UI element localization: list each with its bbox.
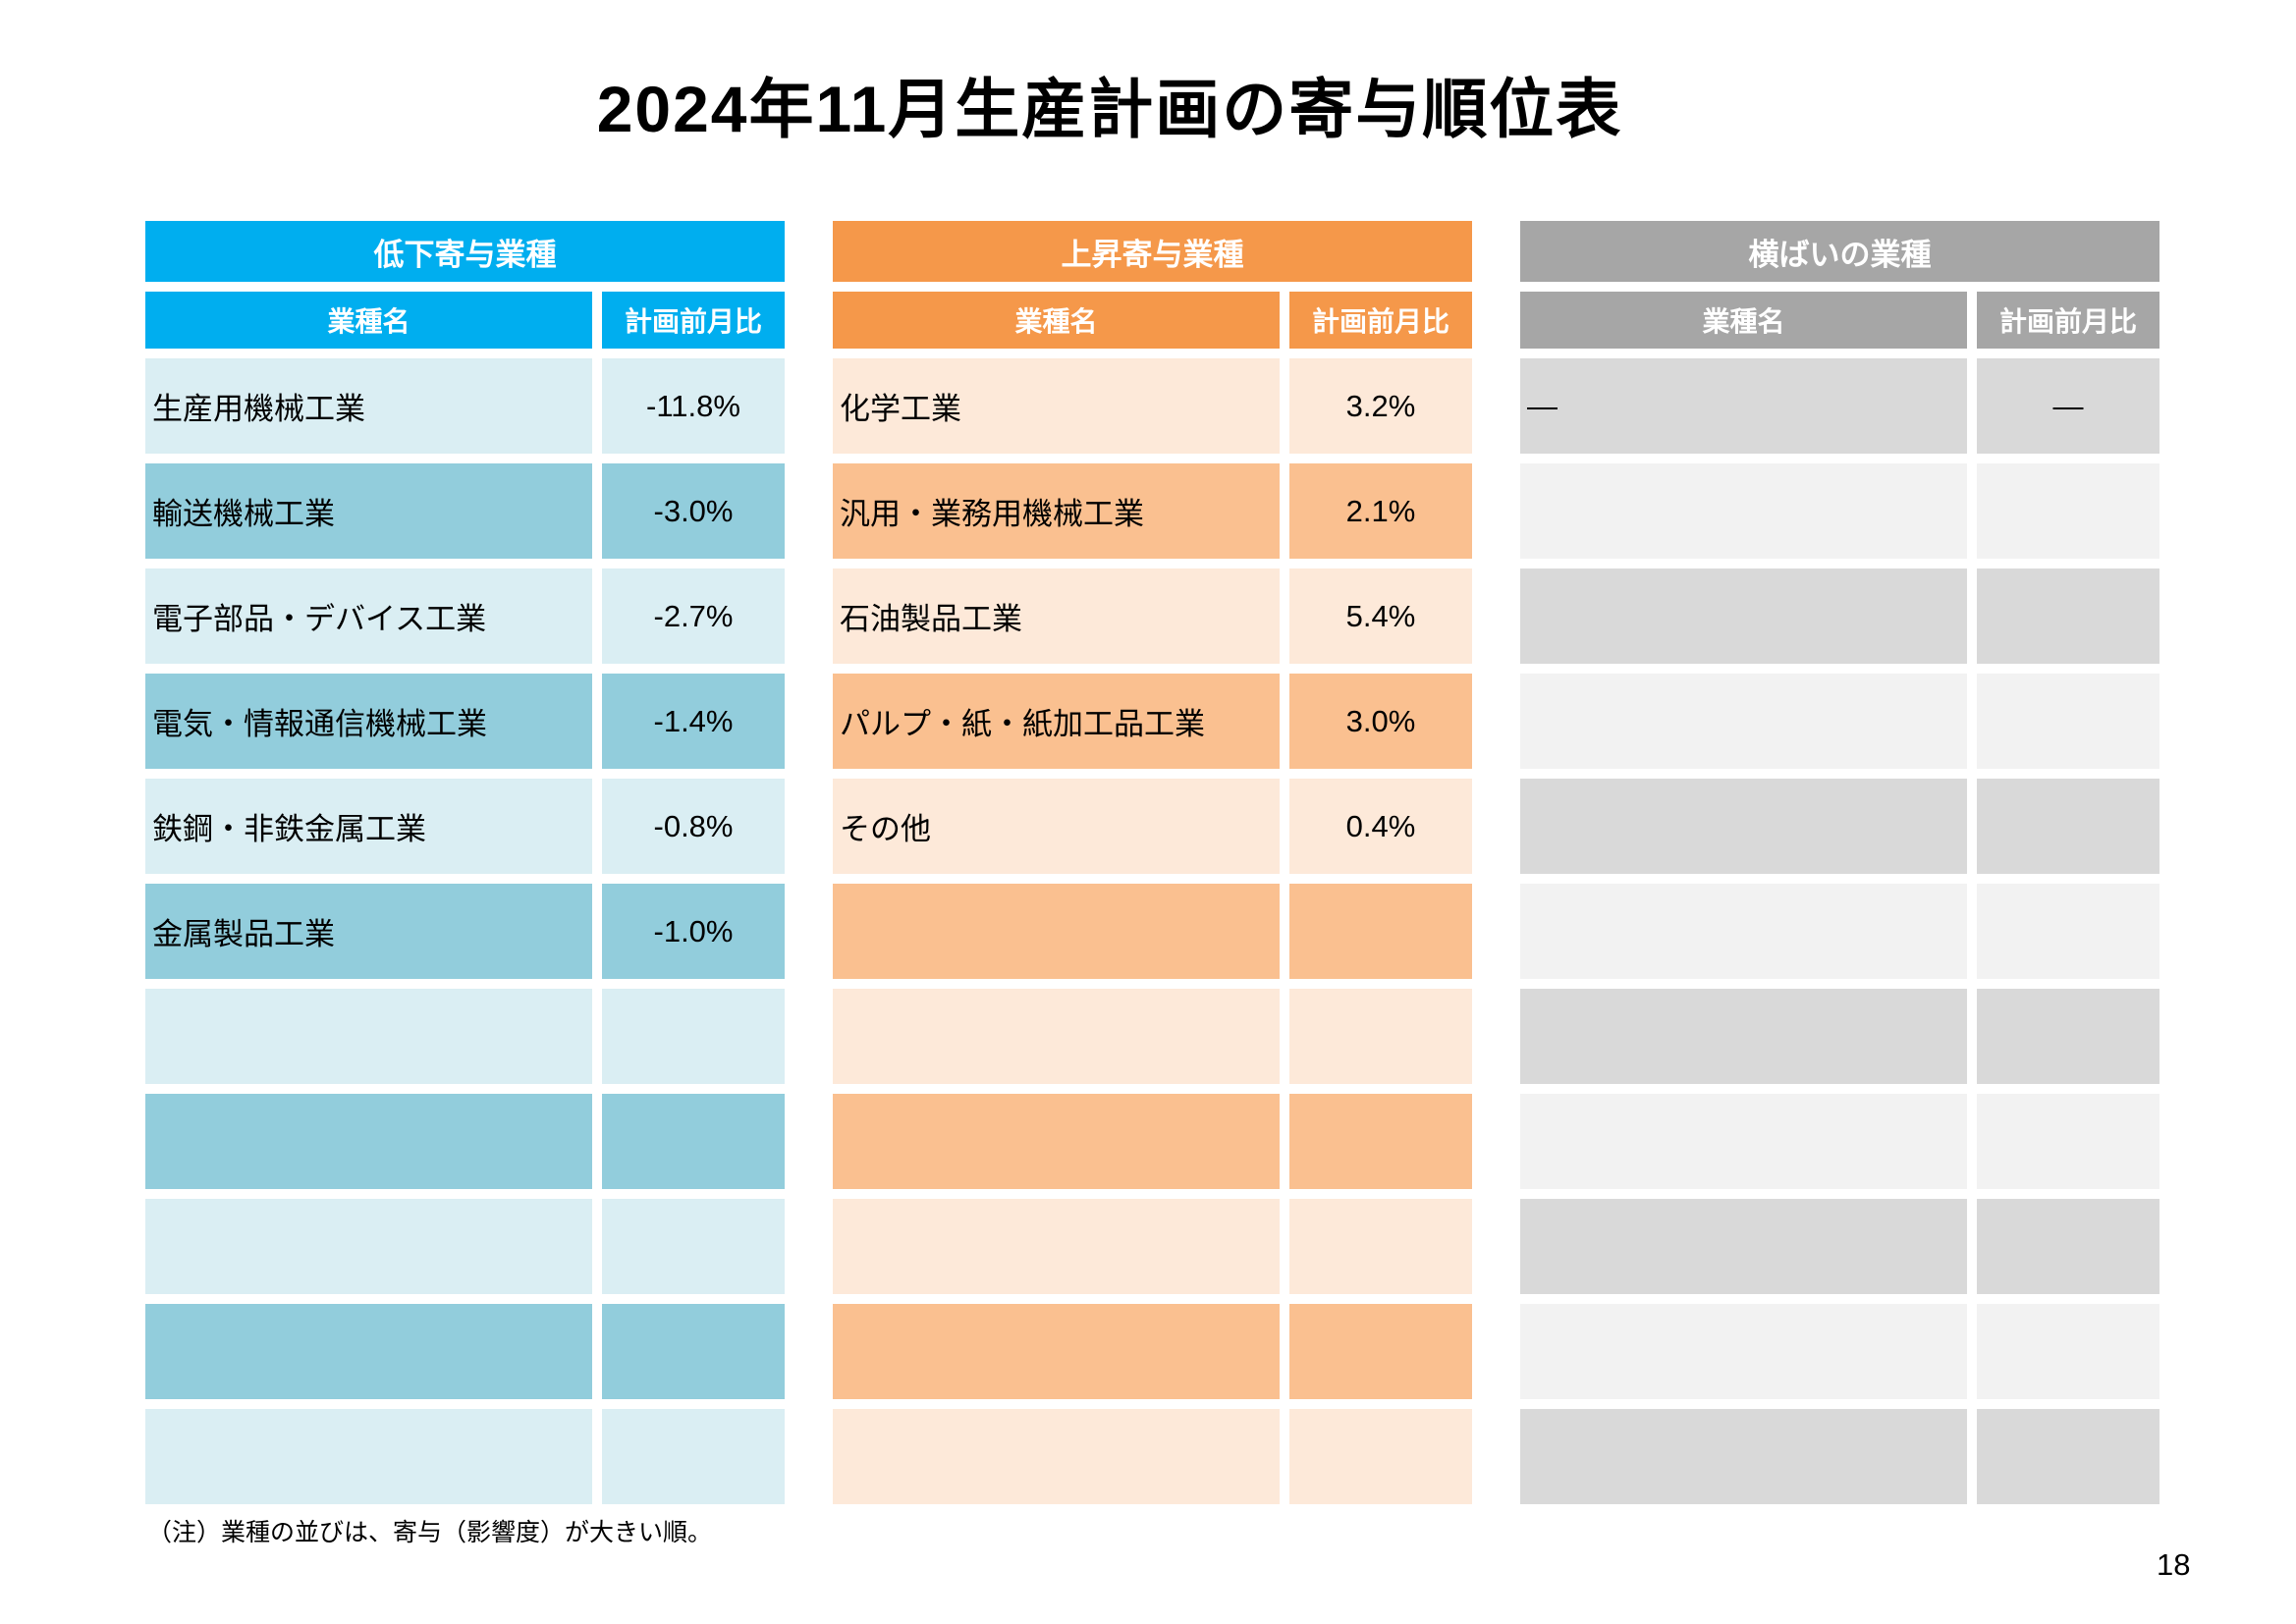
plan-mom-value-cell <box>1977 1304 2159 1399</box>
table-header: 上昇寄与業種 <box>833 221 1472 282</box>
industry-name-cell <box>1520 674 1967 769</box>
industry-name-cell: 金属製品工業 <box>145 884 592 979</box>
industry-name-cell <box>1520 1304 1967 1399</box>
industry-name-cell: 石油製品工業 <box>833 568 1280 664</box>
page-title: 2024年11月生産計画の寄与順位表 <box>596 73 1623 145</box>
industry-column-header: 業種名 <box>1520 292 1967 349</box>
industry-name-cell: 電気・情報通信機械工業 <box>145 674 592 769</box>
industry-name-cell: パルプ・紙・紙加工品工業 <box>833 674 1280 769</box>
industry-name-cell <box>1520 884 1967 979</box>
plan-mom-value-cell <box>1289 1094 1472 1189</box>
plan-mom-value-cell <box>1289 1304 1472 1399</box>
industry-name-cell <box>1520 1409 1967 1504</box>
plan-mom-value-cell <box>602 1304 785 1399</box>
plan-mom-value-cell <box>1289 1409 1472 1504</box>
industry-name-cell: その他 <box>833 779 1280 874</box>
industry-name-cell: 輸送機械工業 <box>145 463 592 559</box>
industry-name-cell <box>1520 779 1967 874</box>
industry-name-cell <box>145 1199 592 1294</box>
plan-mom-value-cell: -11.8% <box>602 358 785 454</box>
plan-mom-value-cell <box>1977 779 2159 874</box>
industry-name-cell: 鉄鋼・非鉄金属工業 <box>145 779 592 874</box>
plan-mom-value-cell: 0.4% <box>1289 779 1472 874</box>
industry-name-cell <box>833 1409 1280 1504</box>
footnote: （注）業種の並びは、寄与（影響度）が大きい順。 <box>147 1519 713 1546</box>
plan-mom-value-cell <box>1289 1199 1472 1294</box>
plan-mom-value-cell <box>1977 568 2159 664</box>
table-rise-contributors: 上昇寄与業種 業種名 計画前月比 化学工業 3.2% 汎用・業務用機械工業 2.1% 石… <box>833 221 1472 1504</box>
page-number: 18 <box>2157 1547 2191 1582</box>
industry-name-cell: 化学工業 <box>833 358 1280 454</box>
industry-name-cell <box>1520 568 1967 664</box>
industry-column-header: 業種名 <box>145 292 592 349</box>
plan-mom-value-cell <box>1977 884 2159 979</box>
plan-mom-column-header: 計画前月比 <box>1289 292 1472 349</box>
plan-mom-value-cell: 5.4% <box>1289 568 1472 664</box>
industry-name-cell <box>145 1094 592 1189</box>
industry-name-cell: 電子部品・デバイス工業 <box>145 568 592 664</box>
plan-mom-value-cell: -3.0% <box>602 463 785 559</box>
plan-mom-value-cell: ― <box>1977 358 2159 454</box>
plan-mom-value-cell <box>1977 674 2159 769</box>
industry-name-cell <box>833 1094 1280 1189</box>
industry-name-cell <box>1520 463 1967 559</box>
plan-mom-value-cell: -0.8% <box>602 779 785 874</box>
plan-mom-value-cell <box>602 1094 785 1189</box>
plan-mom-value-cell <box>1289 884 1472 979</box>
plan-mom-value-cell <box>1977 1199 2159 1294</box>
plan-mom-value-cell <box>602 989 785 1084</box>
plan-mom-value-cell: -1.0% <box>602 884 785 979</box>
plan-mom-value-cell: 2.1% <box>1289 463 1472 559</box>
plan-mom-value-cell <box>1977 1094 2159 1189</box>
industry-name-cell <box>833 1304 1280 1399</box>
plan-mom-value-cell <box>1977 1409 2159 1504</box>
industry-name-cell <box>833 989 1280 1084</box>
industry-column-header: 業種名 <box>833 292 1280 349</box>
table-decline-contributors: 低下寄与業種 業種名 計画前月比 生産用機械工業 -11.8% 輸送機械工業 -3.0… <box>145 221 785 1504</box>
industry-name-cell <box>1520 1199 1967 1294</box>
industry-name-cell: ― <box>1520 358 1967 454</box>
industry-name-cell <box>145 989 592 1084</box>
industry-name-cell <box>145 1409 592 1504</box>
table-header: 低下寄与業種 <box>145 221 785 282</box>
plan-mom-value-cell: 3.0% <box>1289 674 1472 769</box>
industry-name-cell <box>1520 989 1967 1084</box>
industry-name-cell <box>1520 1094 1967 1189</box>
plan-mom-column-header: 計画前月比 <box>1977 292 2159 349</box>
industry-name-cell <box>833 1199 1280 1294</box>
plan-mom-value-cell: -2.7% <box>602 568 785 664</box>
plan-mom-value-cell <box>1289 989 1472 1084</box>
table-flat-industries: 横ばいの業種 業種名 計画前月比 ― ― <box>1520 221 2159 1504</box>
industry-name-cell: 汎用・業務用機械工業 <box>833 463 1280 559</box>
industry-name-cell: 生産用機械工業 <box>145 358 592 454</box>
plan-mom-value-cell <box>602 1409 785 1504</box>
plan-mom-value-cell: -1.4% <box>602 674 785 769</box>
industry-name-cell <box>145 1304 592 1399</box>
plan-mom-column-header: 計画前月比 <box>602 292 785 349</box>
industry-name-cell <box>833 884 1280 979</box>
tables-container: 低下寄与業種 業種名 計画前月比 生産用機械工業 -11.8% 輸送機械工業 -3.0… <box>145 221 2159 1504</box>
plan-mom-value-cell <box>1977 463 2159 559</box>
plan-mom-value-cell <box>602 1199 785 1294</box>
plan-mom-value-cell: 3.2% <box>1289 358 1472 454</box>
plan-mom-value-cell <box>1977 989 2159 1084</box>
table-header: 横ばいの業種 <box>1520 221 2159 282</box>
